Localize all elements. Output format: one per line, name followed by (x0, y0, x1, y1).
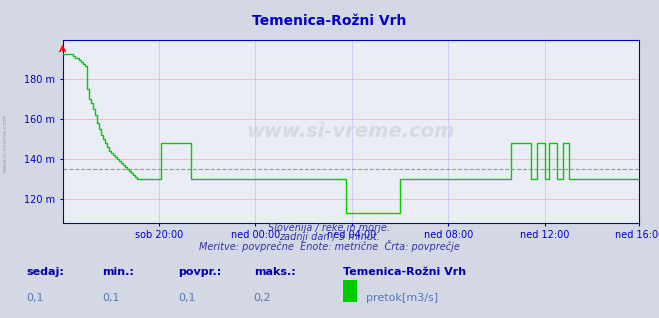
Text: www.si-vreme.com: www.si-vreme.com (3, 113, 8, 173)
Text: sedaj:: sedaj: (26, 267, 64, 277)
Text: min.:: min.: (102, 267, 134, 277)
Text: Temenica-Rožni Vrh: Temenica-Rožni Vrh (252, 14, 407, 28)
Text: pretok[m3/s]: pretok[m3/s] (366, 293, 438, 302)
Text: maks.:: maks.: (254, 267, 295, 277)
Text: 0,1: 0,1 (26, 293, 44, 302)
Text: povpr.:: povpr.: (178, 267, 221, 277)
Text: Meritve: povprečne  Enote: metrične  Črta: povprečje: Meritve: povprečne Enote: metrične Črta:… (199, 240, 460, 252)
Text: 0,2: 0,2 (254, 293, 272, 302)
Text: www.si-vreme.com: www.si-vreme.com (246, 122, 455, 141)
Text: Temenica-Rožni Vrh: Temenica-Rožni Vrh (343, 267, 466, 277)
Text: 0,1: 0,1 (178, 293, 196, 302)
Text: Slovenija / reke in morje.: Slovenija / reke in morje. (268, 223, 391, 232)
Text: 0,1: 0,1 (102, 293, 120, 302)
Text: zadnji dan / 5 minut.: zadnji dan / 5 minut. (279, 232, 380, 242)
